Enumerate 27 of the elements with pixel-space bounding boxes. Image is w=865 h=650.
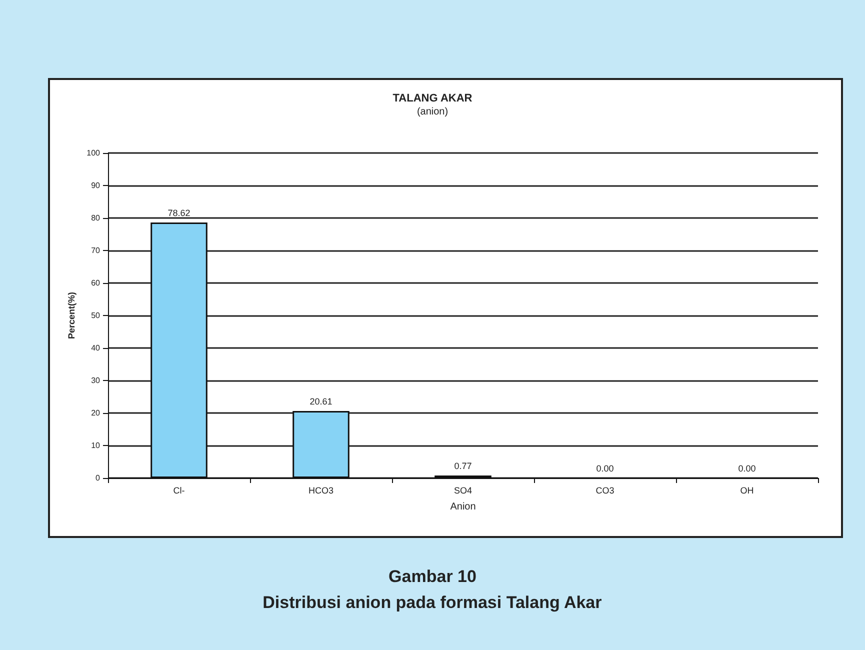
chart-title: TALANG AKAR [392, 92, 472, 104]
y-tick-label: 90 [91, 181, 101, 190]
chart-subtitle: (anion) [416, 106, 448, 118]
x-axis-title: Anion [450, 502, 476, 512]
x-tick-label: HCO3 [308, 486, 334, 496]
data-label: 0.00 [596, 464, 614, 474]
y-tick-label: 20 [91, 408, 101, 418]
x-tick-label: Cl- [173, 486, 185, 496]
y-tick-label: 70 [91, 246, 101, 255]
text: Gambar 10 [388, 567, 476, 586]
y-tick-label: 40 [91, 344, 101, 352]
x-tick-label: CO3 [596, 486, 614, 496]
data-label: 0.00 [738, 464, 756, 474]
text: Distribusi anion pada formasi Talang Akar [262, 593, 602, 612]
data-label: 0.77 [454, 460, 472, 471]
data-label: 20.61 [310, 396, 332, 407]
y-tick-label: 30 [91, 376, 101, 385]
x-tick-label: SO4 [454, 486, 472, 496]
y-axis-title: Percent(%) [66, 292, 76, 340]
y-tick-label: 80 [91, 214, 101, 222]
data-label: 78.62 [168, 208, 190, 218]
y-tick-label: 50 [91, 311, 101, 320]
y-tick-label: 0 [96, 474, 101, 482]
y-tick-label: 100 [86, 148, 101, 158]
x-tick-label: OH [740, 486, 754, 496]
y-tick-label: 10 [91, 441, 101, 450]
y-tick-label: 60 [91, 278, 101, 288]
